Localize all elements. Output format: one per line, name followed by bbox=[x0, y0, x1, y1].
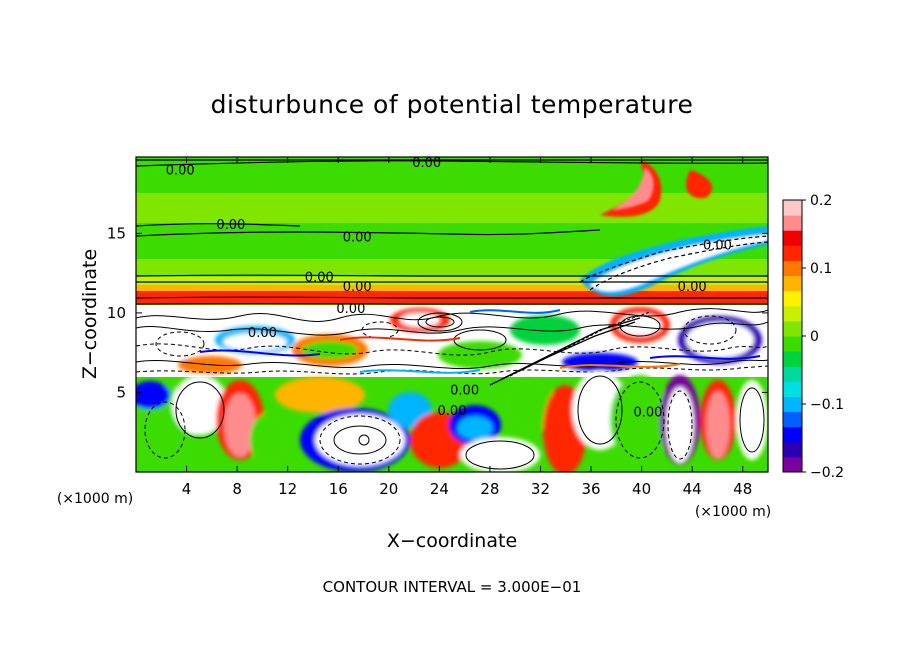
contour-label: 0.00 bbox=[305, 270, 334, 285]
colorbar-swatch bbox=[783, 351, 802, 367]
x-tick-label: 8 bbox=[232, 480, 242, 498]
colorbar-swatch bbox=[783, 200, 802, 216]
contour-labels: 0.00 0.00 0.00 0.00 0.00 0.00 0.00 0.00 0.00 0.00… bbox=[166, 156, 732, 421]
x-tick-label: 16 bbox=[329, 480, 348, 498]
x-tick-label: 12 bbox=[278, 480, 297, 498]
x-axis: 4 8 12 16 20 24 28 32 36 40 44 48 bbox=[182, 157, 752, 498]
colorbar-swatch bbox=[783, 245, 802, 261]
colorbar-swatch bbox=[783, 260, 802, 277]
x-tick-label: 40 bbox=[632, 480, 651, 498]
band-yellowgreen bbox=[136, 193, 768, 223]
y-tick-label: 5 bbox=[116, 383, 126, 401]
turbulent-layer bbox=[136, 305, 768, 386]
contour-interval-note: CONTOUR INTERVAL = 3.000E−01 bbox=[323, 578, 582, 596]
contour-label: 0.00 bbox=[678, 280, 707, 295]
y-axis-label: Z−coordinate bbox=[79, 249, 101, 379]
colorbar-swatch bbox=[783, 381, 802, 397]
contour-label: 0.00 bbox=[343, 231, 372, 246]
contour-label: 0.00 bbox=[336, 302, 365, 317]
colorbar-tick-label: 0.2 bbox=[810, 193, 832, 209]
contour-label: 0.00 bbox=[343, 280, 372, 295]
plot-frame bbox=[135, 156, 769, 473]
band-green-top bbox=[136, 157, 768, 193]
y-tick-label: 15 bbox=[107, 224, 126, 242]
contour-label: 0.00 bbox=[633, 406, 662, 421]
x-tick-label: 32 bbox=[531, 480, 550, 498]
x-tick-label: 36 bbox=[581, 480, 600, 498]
x-tick-label: 44 bbox=[683, 480, 702, 498]
colorbar-swatch bbox=[783, 290, 802, 307]
colorbar-swatch bbox=[783, 336, 802, 352]
contour-label: 0.00 bbox=[166, 164, 195, 179]
colorbar-swatch bbox=[783, 215, 802, 231]
colorbar-tick-label: 0.1 bbox=[810, 261, 832, 277]
x-unit-left: (×1000 m) bbox=[57, 491, 133, 507]
colorbar-swatch bbox=[783, 366, 802, 382]
band-yellow bbox=[136, 277, 768, 285]
colorbar-tick-label: −0.2 bbox=[810, 465, 844, 481]
x-tick-label: 24 bbox=[430, 480, 449, 498]
x-tick-label: 28 bbox=[480, 480, 499, 498]
x-tick-label: 20 bbox=[379, 480, 398, 498]
upper-contours bbox=[136, 159, 768, 305]
band-orange bbox=[136, 285, 768, 291]
chart-title: disturbunce of potential temperature bbox=[211, 90, 694, 119]
contour-label: 0.00 bbox=[438, 404, 467, 419]
contour-label: 0.00 bbox=[216, 218, 245, 233]
contour-label: 0.00 bbox=[450, 383, 479, 398]
colorbar-swatch bbox=[783, 320, 802, 337]
contour-label: 0.00 bbox=[703, 239, 732, 254]
x-unit-right: (×1000 m) bbox=[695, 504, 771, 520]
plot-area: 0.00 0.00 0.00 0.00 0.00 0.00 0.00 0.00 0.00 0.00… bbox=[136, 156, 768, 472]
x-tick-label: 4 bbox=[182, 480, 192, 498]
colorbar-swatch bbox=[783, 441, 802, 458]
lower-vortices bbox=[136, 370, 768, 472]
colorbar-swatch bbox=[783, 411, 802, 428]
colorbar-swatch bbox=[783, 305, 802, 322]
colorbar-swatch bbox=[783, 456, 802, 473]
colorbar-tick-label: −0.1 bbox=[810, 397, 844, 413]
contour-label: 0.00 bbox=[412, 156, 441, 171]
colorbar-swatch bbox=[783, 426, 802, 443]
colorbar-tick-label: 0 bbox=[810, 329, 819, 345]
x-axis-label: X−coordinate bbox=[387, 530, 517, 552]
y-tick-label: 10 bbox=[107, 304, 126, 322]
colorbar-swatch bbox=[783, 230, 802, 246]
colorbar-swatch bbox=[783, 275, 802, 292]
contour-label: 0.00 bbox=[248, 326, 277, 341]
x-tick-label: 48 bbox=[733, 480, 752, 498]
y-axis: 5 10 15 bbox=[107, 224, 768, 401]
colorbar-swatch bbox=[783, 396, 802, 413]
colorbar: 0.2 0.1 0 −0.1 −0.2 bbox=[782, 193, 844, 481]
